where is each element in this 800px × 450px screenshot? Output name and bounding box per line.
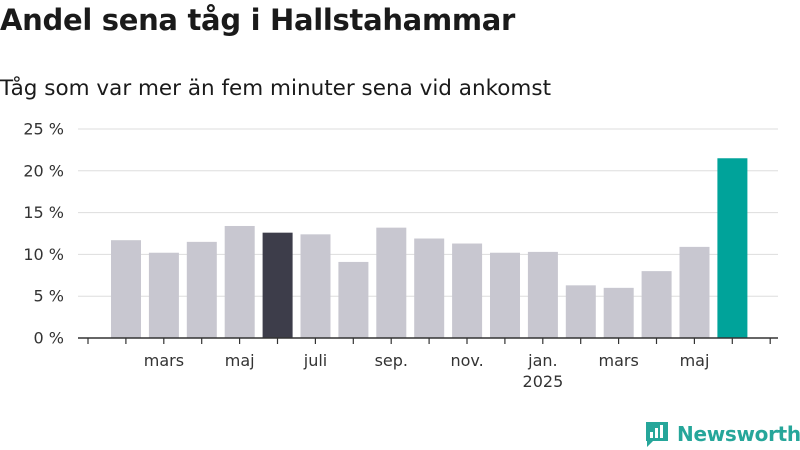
bar (679, 246, 710, 338)
bar-chart: 0 % 5 % 10 % 15 % 20 % 25 % mars maj juli sep. nov… (23, 120, 778, 391)
bar (338, 261, 369, 338)
bar (452, 243, 483, 338)
x-tick-label: mars (144, 351, 184, 370)
bar (527, 251, 558, 338)
bar (224, 225, 255, 338)
y-tick-label: 25 % (23, 120, 64, 139)
bar (300, 234, 331, 338)
bar (565, 285, 596, 338)
y-tick-label: 20 % (23, 161, 64, 180)
chart-subtitle: Tåg som var mer än fem minuter sena vid … (0, 76, 552, 101)
x-tick-label: maj (680, 351, 710, 370)
newsworthy-logo-icon (646, 422, 668, 447)
bar (717, 158, 748, 338)
bar (262, 232, 293, 338)
x-tick-label: juli (303, 351, 327, 370)
bar (490, 252, 520, 338)
bar (111, 240, 141, 338)
bar (641, 271, 672, 338)
x-tick-label: maj (225, 351, 255, 370)
y-tick-label: 0 % (34, 329, 64, 348)
x-tick-label: jan. (527, 351, 557, 370)
newsworthy-logo-text: Newsworthy (677, 422, 800, 446)
y-tick-label: 15 % (23, 203, 64, 222)
y-tick-label: 5 % (34, 287, 64, 306)
bar (376, 227, 407, 338)
bar (148, 252, 179, 338)
x-tick-label: nov. (450, 351, 483, 370)
bar (414, 238, 445, 338)
bar (603, 287, 634, 338)
x-tick-label: sep. (375, 351, 408, 370)
x-tick-label: mars (599, 351, 639, 370)
bar (186, 241, 217, 338)
newsworthy-logo: Newsworthy (644, 420, 800, 448)
x-tick-label-year: 2025 (523, 372, 564, 391)
y-tick-label: 10 % (23, 245, 64, 264)
chart-title: Andel sena tåg i Hallstahammar (0, 3, 516, 37)
